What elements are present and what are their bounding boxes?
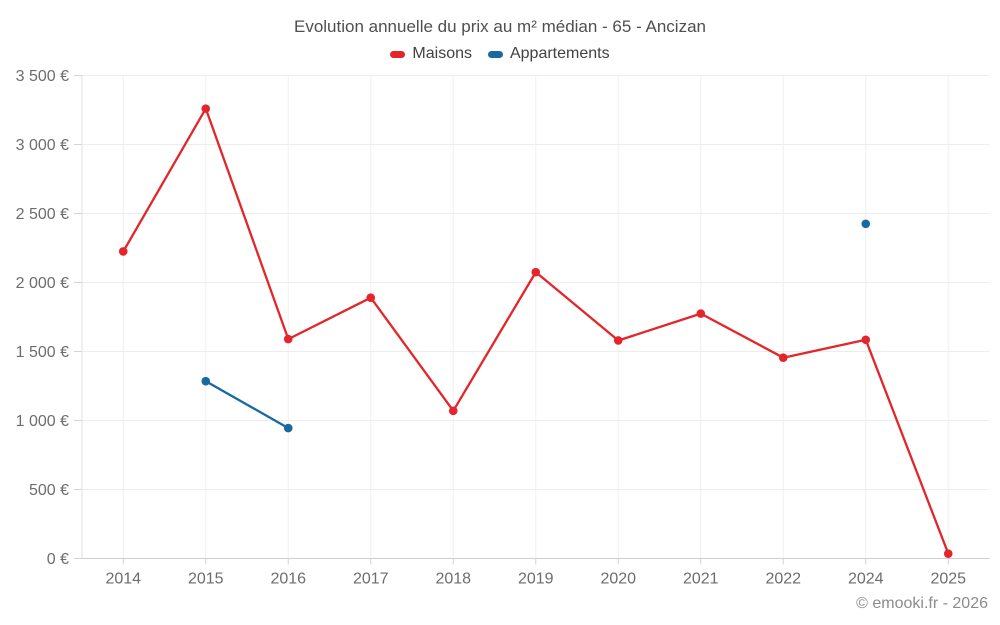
data-point-maisons-2015[interactable]: [201, 104, 211, 113]
data-point-maisons-2025[interactable]: [943, 549, 953, 558]
copyright-note: © emooki.fr - 2026: [856, 595, 988, 612]
x-axis-label-2018: 2018: [435, 571, 471, 588]
legend-label: Maisons: [412, 45, 472, 62]
legend-swatch-appartements: [487, 50, 503, 58]
y-axis-label: 2 500 €: [16, 206, 69, 223]
data-point-maisons-2016[interactable]: [283, 334, 293, 344]
y-axis-label: 1 500 €: [16, 344, 69, 361]
data-point-maisons-2017[interactable]: [366, 293, 376, 302]
x-axis-label-2025: 2025: [930, 571, 966, 588]
y-axis-label: 2 000 €: [16, 275, 69, 292]
y-axis-label: 1 000 €: [16, 413, 69, 430]
chart-title: Evolution annuelle du prix au m² médian …: [293, 17, 706, 36]
x-axis-label-2015: 2015: [188, 571, 224, 588]
x-axis-label-2017: 2017: [353, 571, 389, 588]
x-axis-label-2022: 2022: [765, 571, 801, 588]
legend-item-appartements[interactable]: Appartements: [487, 45, 610, 63]
data-point-maisons-2021[interactable]: [696, 309, 706, 318]
x-axis-label-2019: 2019: [518, 571, 554, 588]
y-axis-label: 3 000 €: [16, 137, 69, 154]
y-axis-label: 0 €: [47, 551, 69, 568]
y-axis-label: 3 500 €: [16, 68, 69, 85]
data-point-maisons-2018[interactable]: [448, 406, 458, 416]
data-point-appartements-2015[interactable]: [201, 376, 211, 386]
chart-legend: Maisons Appartements: [0, 45, 1000, 63]
data-point-appartements-2024[interactable]: [861, 219, 871, 229]
legend-label: Appartements: [509, 45, 610, 62]
data-point-maisons-2020[interactable]: [613, 336, 623, 345]
data-point-maisons-2014[interactable]: [118, 247, 128, 256]
legend-swatch-maisons: [390, 50, 406, 58]
y-axis-label: 500 €: [29, 482, 69, 499]
x-axis-label-2020: 2020: [600, 571, 636, 588]
x-axis-label-2024: 2024: [848, 571, 884, 588]
x-axis-label-2016: 2016: [270, 571, 306, 588]
data-point-maisons-2024[interactable]: [861, 335, 871, 345]
data-point-appartements-2016[interactable]: [283, 423, 293, 433]
x-axis-label-2021: 2021: [683, 571, 719, 588]
data-point-maisons-2019[interactable]: [531, 267, 541, 277]
legend-item-maisons[interactable]: Maisons: [390, 45, 472, 63]
data-point-maisons-2022[interactable]: [778, 353, 788, 363]
x-axis-label-2014: 2014: [105, 571, 141, 588]
